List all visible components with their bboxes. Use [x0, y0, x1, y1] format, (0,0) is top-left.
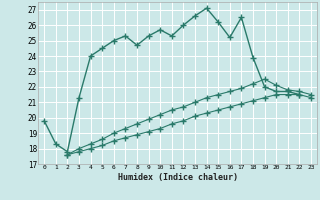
X-axis label: Humidex (Indice chaleur): Humidex (Indice chaleur)	[118, 173, 238, 182]
